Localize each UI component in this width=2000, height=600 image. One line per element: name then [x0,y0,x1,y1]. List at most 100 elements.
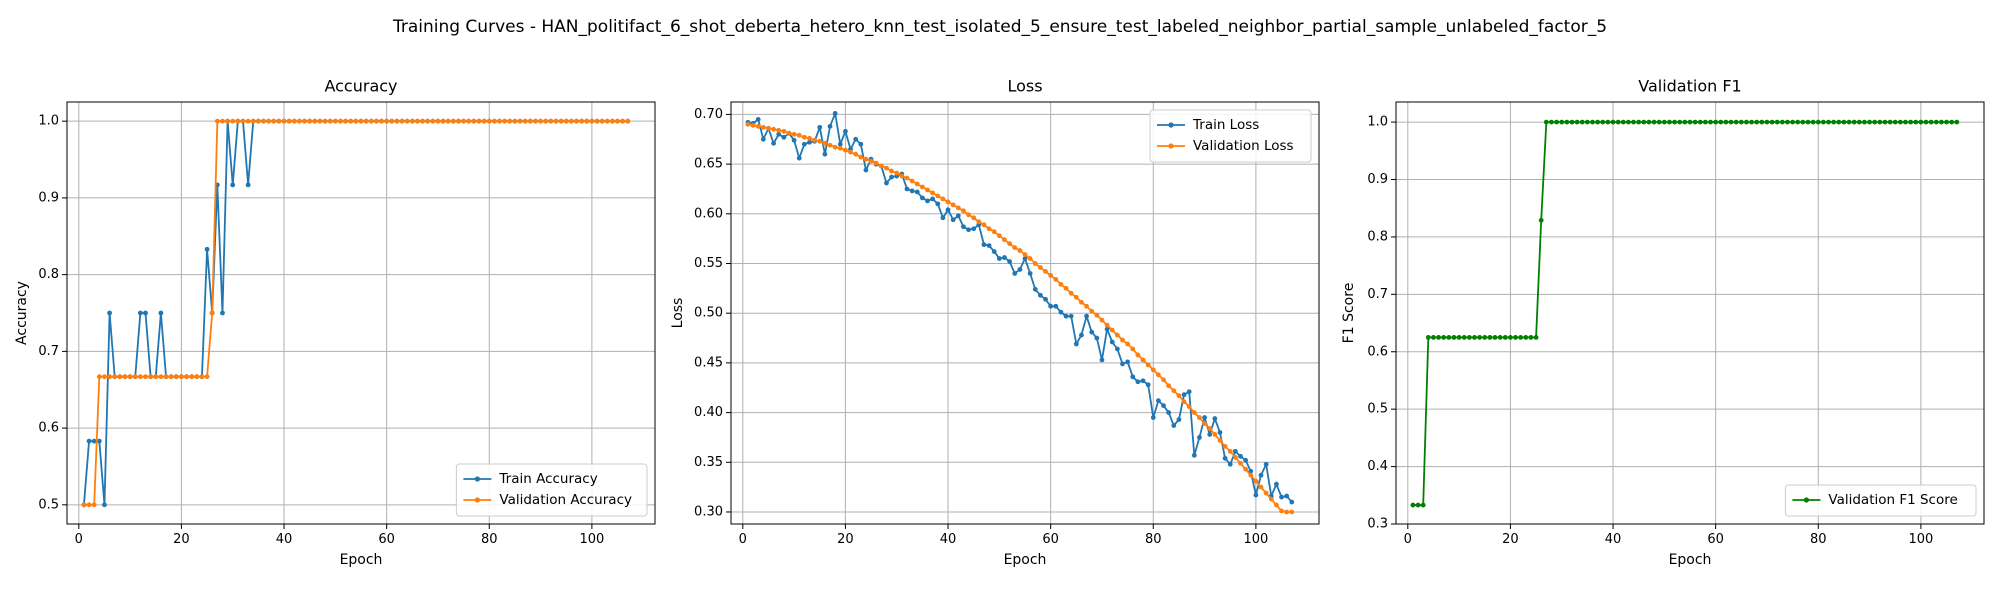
validation-f1-score-point [1605,119,1611,125]
loss-xtick-label: 40 [940,532,957,547]
train-loss-point [771,140,776,146]
validation-f1-score-point [1584,119,1590,125]
train-loss-point [1197,435,1202,440]
validation-accuracy-point [163,374,169,380]
validation-loss-point [1043,269,1048,274]
train-loss-point [919,195,925,201]
train-loss-point [1212,416,1218,421]
validation-accuracy-point [199,374,205,380]
validation-loss-point [1012,245,1018,251]
validation-loss-point [766,125,771,131]
train-loss-point [1084,313,1089,319]
loss-ytick-label: 0.40 [694,405,723,420]
train-loss-point [755,116,761,122]
validation-f1-score-point [1667,119,1672,125]
train-loss-point [1140,378,1146,384]
train-loss-point [1002,255,1007,260]
validation-f1-ytick-label: 0.6 [1367,344,1388,359]
figure-suptitle: Training Curves - HAN_politifact_6_shot_… [392,17,1607,37]
validation-loss-point [858,154,864,160]
validation-f1-score-point [1908,119,1914,125]
validation-accuracy-point [153,374,159,380]
validation-f1-score-point [1728,119,1734,125]
validation-f1-score-point [1620,119,1626,125]
validation-accuracy-point [373,118,379,124]
validation-accuracy-point [250,118,256,124]
validation-f1-title: Validation F1 [1638,77,1741,96]
accuracy-xlabel: Epoch [340,552,383,568]
accuracy-ytick-label: 0.8 [38,267,59,282]
train-loss-point [1207,432,1213,437]
validation-f1-legend: Validation F1 Score [1784,484,1977,517]
validation-f1-score-point [1821,119,1826,125]
train-loss-point [781,134,787,140]
validation-accuracy-point [538,118,543,124]
validation-f1-score-point [1641,119,1647,125]
train-loss-point [1027,271,1033,276]
validation-loss-point [1243,466,1249,472]
train-loss-point [1135,379,1141,385]
validation-loss-point [878,163,884,169]
train-loss-point [1258,472,1264,478]
validation-accuracy-point [594,118,600,124]
validation-f1-score-point [1774,119,1780,125]
validation-f1-score-point [1410,502,1416,508]
validation-f1-score-point [1574,119,1580,125]
validation-loss-point [930,190,936,196]
train-accuracy-point [220,310,225,316]
train-accuracy-point [158,310,164,316]
validation-accuracy-point [522,118,528,124]
validation-f1-score-point [1851,119,1857,125]
train-loss-point [1274,481,1279,487]
validation-accuracy-point [137,374,143,380]
validation-accuracy-point [379,118,384,124]
validation-f1-legend-box [1784,484,1977,517]
loss-xtick-label: 80 [1145,532,1162,547]
validation-accuracy-point [543,118,549,124]
loss-xtick-label: 100 [1243,532,1268,547]
validation-loss-point [894,170,900,176]
validation-f1-ylabel: F1 Score [1341,283,1357,344]
validation-loss-legend-label: Validation Loss [1193,138,1294,154]
validation-loss-point [1084,303,1089,309]
validation-f1-score-point [1923,119,1929,125]
train-loss-point [935,201,941,207]
train-loss-point [863,167,869,173]
train-loss-point [1181,392,1187,398]
train-loss-point [1166,410,1172,415]
validation-loss-point [1135,352,1141,358]
validation-loss-point [1222,443,1228,449]
validation-accuracy-point [625,118,631,124]
validation-loss-point [817,138,823,144]
validation-f1-score-point [1785,119,1790,125]
validation-loss-point [1176,393,1182,399]
loss-ylabel: Loss [670,298,686,329]
validation-loss-point [1248,472,1254,478]
train-accuracy-point [96,438,102,444]
validation-f1-score-point [1841,119,1847,125]
validation-loss-point [1048,273,1054,278]
validation-accuracy-point [610,118,615,124]
accuracy-xtick-label: 20 [173,532,190,547]
validation-f1-score-point [1877,119,1883,125]
validation-accuracy-point [317,118,323,124]
validation-loss-point [884,165,889,171]
validation-loss-point [755,123,761,129]
validation-loss-point [1232,454,1238,460]
accuracy-legend: Train Accuracy Validation Accuracy [455,463,648,517]
train-loss-point [791,137,797,143]
loss-xtick-label: 20 [837,532,854,547]
loss-panel: Loss Epoch Loss 0 20 40 60 80 100 0.30 0.35 0.40… [670,77,1320,568]
validation-f1-score-point [1697,119,1703,125]
validation-loss-point [1089,308,1095,314]
validation-loss-point [843,147,848,153]
validation-loss-point [950,202,956,208]
validation-accuracy-point [486,118,492,124]
train-loss-point [1263,461,1269,467]
validation-f1-score-point [1826,119,1831,125]
validation-accuracy-point [553,118,559,124]
validation-accuracy-point [302,118,307,124]
train-loss-point [966,227,971,233]
validation-loss-point [832,144,838,150]
validation-accuracy-point [143,374,148,380]
